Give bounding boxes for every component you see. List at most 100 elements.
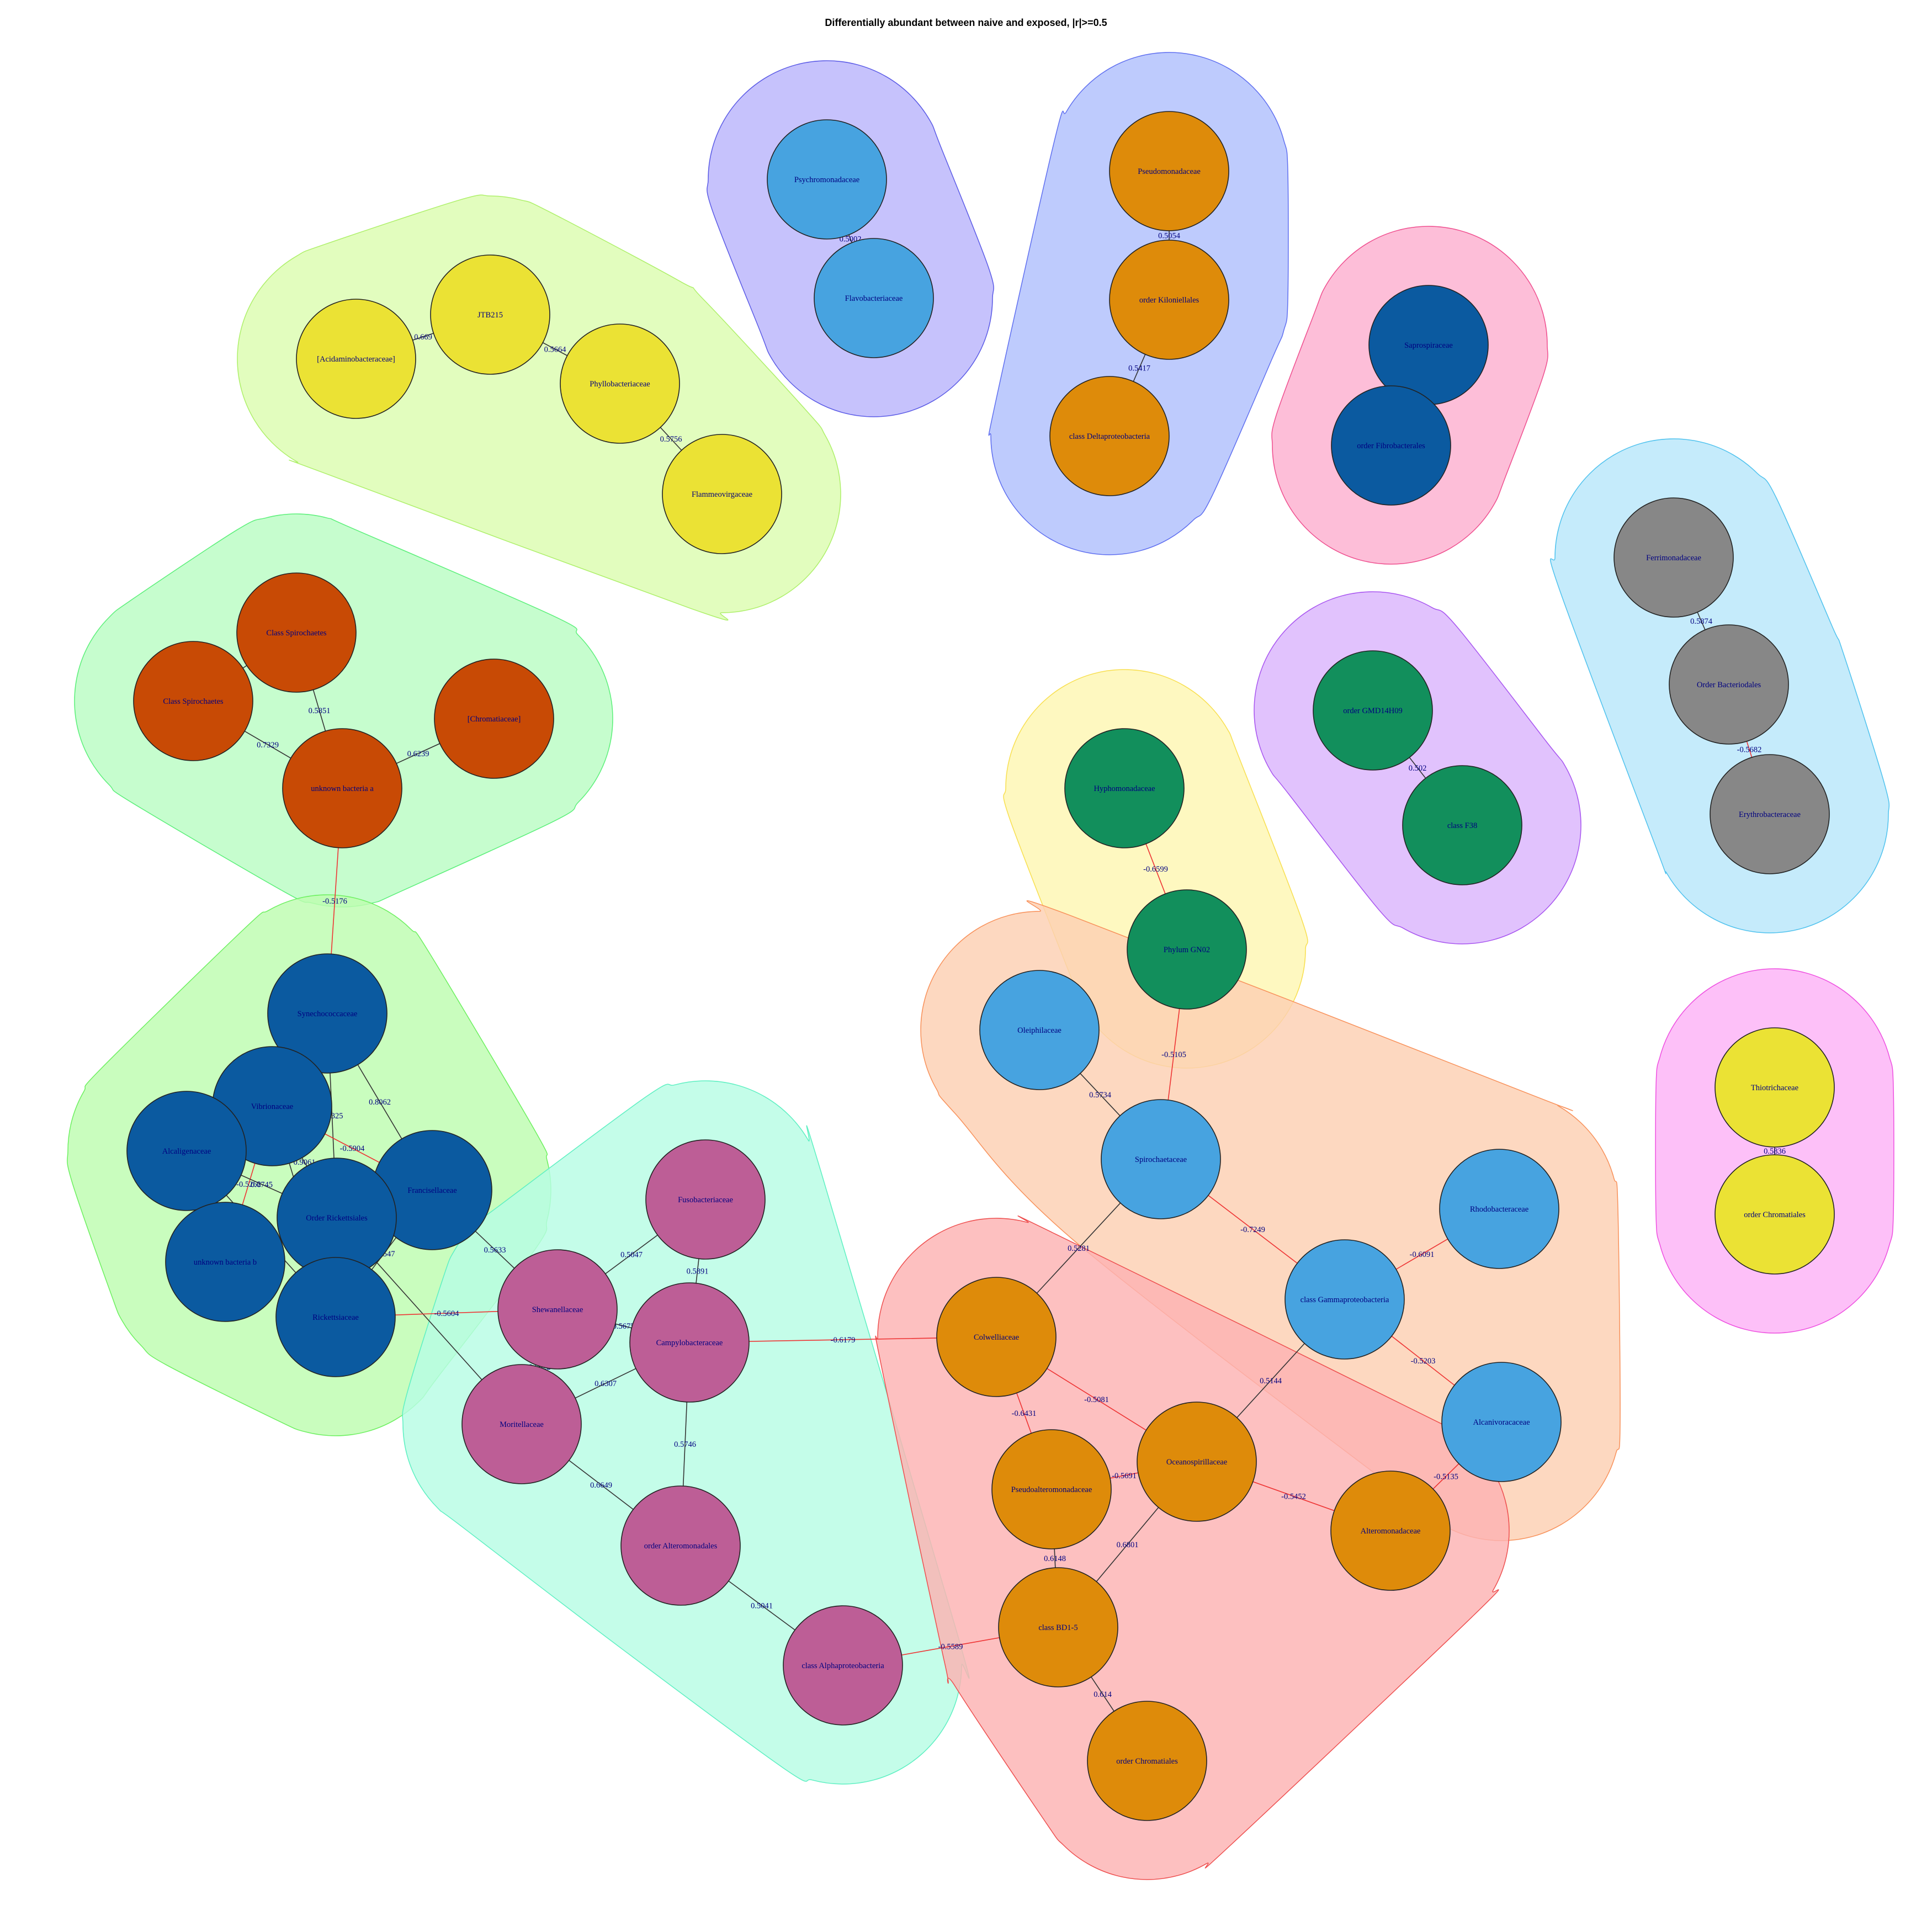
node-ferrimon[interactable]: Ferrimonadaceae bbox=[1613, 497, 1734, 618]
node-circle bbox=[126, 1091, 247, 1211]
edge-weight-label: -0.6179 bbox=[831, 1336, 856, 1345]
node-label: Oleiphilaceae bbox=[1017, 1026, 1061, 1035]
node-alteromon[interactable]: Alteromonadaceae bbox=[1330, 1471, 1451, 1591]
edge-weight-label: 0.5054 bbox=[1158, 232, 1181, 241]
node-unkB[interactable]: unknown bacteria b bbox=[165, 1202, 285, 1322]
node-pseudoalt[interactable]: Pseudoalteromonadaceae bbox=[991, 1429, 1112, 1549]
edge-weight-label: 0.5041 bbox=[751, 1602, 773, 1611]
node-label: JTB215 bbox=[477, 311, 503, 320]
node-alcali[interactable]: Alcaligenaceae bbox=[126, 1091, 247, 1211]
node-shewa[interactable]: Shewanellaceae bbox=[497, 1249, 618, 1370]
node-synecho[interactable]: Synechococcaceae bbox=[267, 953, 388, 1074]
node-circle bbox=[1441, 1362, 1562, 1482]
node-rickettsiales[interactable]: Order Rickettsiales bbox=[277, 1158, 397, 1278]
node-chromatiB[interactable]: [Chromatiaceae] bbox=[434, 659, 554, 779]
node-circle bbox=[998, 1567, 1118, 1687]
edge-weight-label: 0.6745 bbox=[251, 1181, 273, 1190]
edge-weight-label: 0.5047 bbox=[620, 1251, 643, 1260]
edge-weight-label: -0.5604 bbox=[434, 1309, 459, 1318]
node-jtb215[interactable]: JTB215 bbox=[430, 254, 550, 375]
edge-weight-label: 0.5734 bbox=[1089, 1091, 1112, 1100]
node-label: Flammeovirgaceae bbox=[692, 490, 752, 499]
node-moritell[interactable]: Moritellaceae bbox=[461, 1364, 582, 1484]
node-circle bbox=[814, 238, 934, 358]
node-pseudomonad[interactable]: Pseudomonadaceae bbox=[1109, 111, 1229, 231]
node-circle bbox=[662, 434, 782, 554]
edge-weight-label: 0.5417 bbox=[1128, 364, 1150, 373]
node-phyllo[interactable]: Phyllobacteriaceae bbox=[560, 323, 680, 444]
edge-weight-label: 0.7329 bbox=[257, 741, 279, 750]
node-spiroA[interactable]: Class Spirochaetes bbox=[236, 572, 357, 693]
node-label: Class Spirochaetes bbox=[163, 697, 223, 706]
node-oleiphil[interactable]: Oleiphilaceae bbox=[979, 970, 1100, 1090]
node-circle bbox=[1313, 650, 1433, 771]
node-label: Order Rickettsiales bbox=[306, 1214, 368, 1223]
node-chromatialesO[interactable]: order Chromatiales bbox=[1087, 1701, 1207, 1821]
node-f38[interactable]: class F38 bbox=[1402, 765, 1522, 885]
node-label: Francisellaceae bbox=[407, 1186, 457, 1195]
node-unkA[interactable]: unknown bacteria a bbox=[282, 728, 402, 848]
node-label: Campylobacteraceae bbox=[656, 1339, 723, 1347]
edge-weight-label: -0.5682 bbox=[1737, 746, 1762, 755]
node-label: Alteromonadaceae bbox=[1361, 1527, 1421, 1536]
node-gmd[interactable]: order GMD14H09 bbox=[1313, 650, 1433, 771]
edge-weight-label: 0.5144 bbox=[1260, 1377, 1282, 1386]
node-alpha[interactable]: class Alphaproteobacteria bbox=[783, 1605, 903, 1726]
node-label: class Gammaproteobacteria bbox=[1301, 1296, 1389, 1304]
node-flavo[interactable]: Flavobacteriaceae bbox=[814, 238, 934, 358]
node-label: order Kiloniellales bbox=[1139, 296, 1199, 305]
edge-weight-label: 0.5633 bbox=[484, 1246, 506, 1255]
node-campylo[interactable]: Campylobacteraceae bbox=[629, 1282, 750, 1403]
node-ricketts[interactable]: Rickettsiaceae bbox=[275, 1257, 396, 1377]
node-hypho[interactable]: Hyphomonadaceae bbox=[1064, 728, 1185, 848]
node-label: Moritellaceae bbox=[500, 1420, 544, 1429]
node-francis[interactable]: Francisellaceae bbox=[372, 1130, 492, 1250]
node-kilonie[interactable]: order Kiloniellales bbox=[1109, 240, 1229, 360]
node-circle bbox=[620, 1485, 741, 1606]
node-fibro[interactable]: order Fibrobacterales bbox=[1331, 385, 1451, 506]
node-label: Alcaligenaceae bbox=[162, 1147, 211, 1156]
node-label: Flavobacteriaceae bbox=[845, 294, 903, 303]
edge-weight-label: -0.6091 bbox=[1410, 1250, 1435, 1259]
node-oceanospir[interactable]: Oceanospirillaceae bbox=[1137, 1402, 1257, 1522]
node-circle bbox=[1613, 497, 1734, 618]
edge-weight-label: 0.5664 bbox=[544, 346, 567, 354]
node-delta[interactable]: class Deltaproteobacteria bbox=[1049, 376, 1170, 496]
node-gamma[interactable]: class Gammaproteobacteria bbox=[1285, 1239, 1405, 1360]
node-altermon[interactable]: order Alteromonadales bbox=[620, 1485, 741, 1606]
edge-weight-label: 0.5675 bbox=[613, 1322, 635, 1331]
node-psychro[interactable]: Psychromonadaceae bbox=[767, 119, 887, 240]
node-circle bbox=[267, 953, 388, 1074]
node-fuso[interactable]: Fusobacteriaceae bbox=[645, 1139, 766, 1260]
node-flammeo[interactable]: Flammeovirgaceae bbox=[662, 434, 782, 554]
node-spiroB[interactable]: Class Spirochaetes bbox=[133, 641, 253, 761]
node-circle bbox=[1669, 624, 1789, 745]
node-circle bbox=[1331, 385, 1451, 506]
node-saprospir[interactable]: Saprospiraceae bbox=[1368, 285, 1489, 405]
node-circle bbox=[1109, 240, 1229, 360]
node-circle bbox=[1137, 1402, 1257, 1522]
edge-weight-label: 0.6148 bbox=[1044, 1554, 1066, 1563]
node-label: unknown bacteria b bbox=[194, 1258, 257, 1267]
node-alcaniv[interactable]: Alcanivoracaceae bbox=[1441, 1362, 1562, 1482]
node-circle bbox=[1402, 765, 1522, 885]
node-chromatialesY[interactable]: order Chromatiales bbox=[1715, 1154, 1835, 1275]
edge-weight-label: -0.5105 bbox=[1161, 1050, 1186, 1059]
node-thiotri[interactable]: Thiotrichaceae bbox=[1715, 1027, 1835, 1148]
node-label: order GMD14H09 bbox=[1343, 707, 1403, 715]
node-label: Erythrobacteraceae bbox=[1739, 810, 1801, 819]
node-bacteroid[interactable]: Order Bacteriodales bbox=[1669, 624, 1789, 745]
node-erythro[interactable]: Erythrobacteraceae bbox=[1710, 754, 1830, 874]
diagram-title: Differentially abundant between naive an… bbox=[825, 17, 1107, 28]
edge-weight-label: -0.5589 bbox=[938, 1643, 963, 1652]
node-rhodo[interactable]: Rhodobacteraceae bbox=[1439, 1149, 1559, 1269]
node-colwell[interactable]: Colwelliaceae bbox=[936, 1277, 1057, 1397]
node-spirochaet[interactable]: Spirochaetaceae bbox=[1101, 1099, 1221, 1219]
node-acidamino[interactable]: [Acidaminobacteraceae] bbox=[296, 299, 416, 419]
edge-weight-label: 0.5746 bbox=[674, 1440, 696, 1449]
node-bd15[interactable]: class BD1-5 bbox=[998, 1567, 1118, 1687]
node-gn02[interactable]: Phylum GN02 bbox=[1127, 889, 1247, 1010]
edge-weight-label: 0.5851 bbox=[309, 707, 331, 715]
node-circle bbox=[282, 728, 402, 848]
